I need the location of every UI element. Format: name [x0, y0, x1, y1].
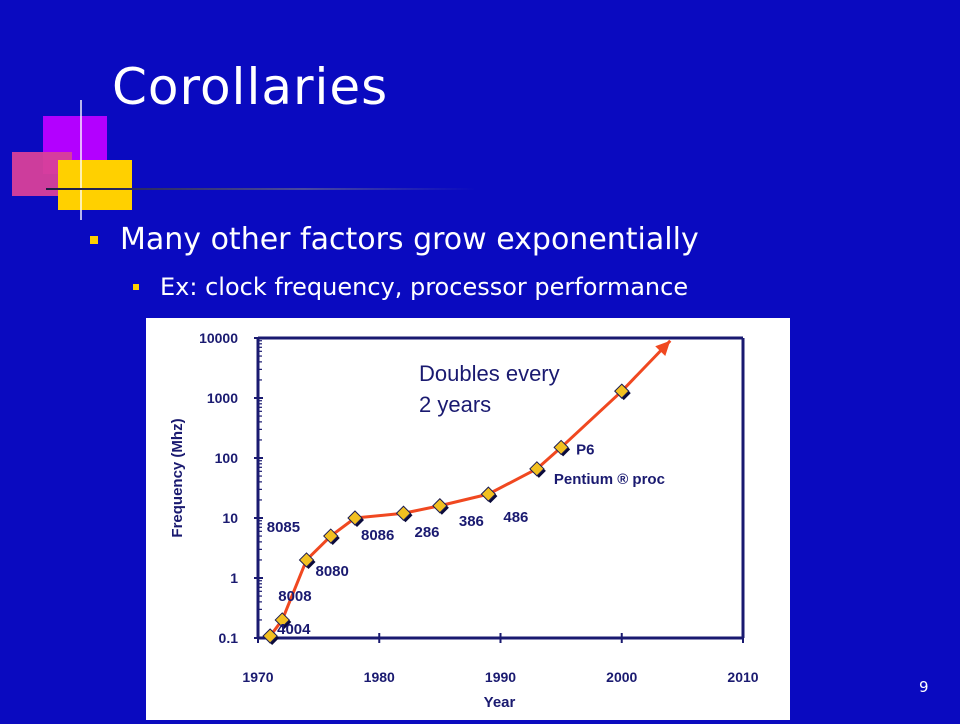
y-tick-label: 1000	[207, 390, 238, 406]
x-tick-label: 1980	[364, 669, 395, 685]
y-tick-label: 0.1	[219, 630, 239, 646]
point-label: 8086	[361, 527, 394, 544]
point-label: 4004	[277, 621, 311, 638]
decor-vertical-line	[80, 100, 82, 220]
point-label: 286	[415, 524, 440, 541]
data-point	[323, 528, 339, 544]
data-point	[347, 510, 363, 526]
decor-horizontal-line	[46, 188, 476, 190]
data-point	[529, 461, 545, 477]
y-tick-label: 100	[215, 450, 239, 466]
series-line	[268, 339, 672, 637]
point-label: Pentium ® proc	[554, 471, 665, 488]
x-tick-label: 1970	[242, 669, 273, 685]
data-point	[274, 612, 290, 628]
data-point	[553, 439, 569, 456]
point-label: P6	[576, 441, 594, 458]
x-axis-label: Year	[484, 694, 516, 711]
point-label: 8008	[278, 588, 311, 605]
data-point	[262, 628, 278, 644]
x-tick-label: 2000	[606, 669, 637, 685]
decor-yellow-square	[58, 160, 132, 210]
point-label: 386	[459, 513, 484, 530]
data-point	[432, 498, 448, 514]
x-tick-label: 1990	[485, 669, 516, 685]
trend-arrowhead	[655, 340, 671, 356]
data-point	[614, 383, 630, 399]
point-label: 486	[503, 509, 528, 526]
data-point	[395, 505, 412, 521]
x-tick-label: 2010	[727, 669, 758, 685]
bullet-primary: Many other factors grow exponentially	[120, 222, 699, 257]
y-tick-label: 10	[222, 510, 238, 526]
page-number: 9	[919, 678, 929, 696]
point-label: 8085	[267, 519, 300, 536]
chart-svg: 10000 1000 100 10 1 0.1 1970 1980 1990 2000 2010 Ye…	[169, 330, 759, 711]
bullet-marker	[90, 236, 98, 244]
annotation-text: 2 years	[419, 392, 491, 417]
y-tick-label: 1	[230, 570, 238, 586]
annotation-text: Doubles every	[419, 361, 560, 386]
bullet-marker-sub	[133, 284, 139, 290]
point-label: 8080	[316, 563, 349, 580]
y-tick-label: 10000	[199, 330, 238, 346]
slide-title: Corollaries	[112, 58, 389, 116]
y-axis-label: Frequency (Mhz)	[169, 418, 186, 537]
data-point	[298, 552, 315, 568]
bullet-secondary: Ex: clock frequency, processor performan…	[160, 273, 689, 301]
frequency-chart: 10000 1000 100 10 1 0.1 1970 1980 1990 2000 2010 Ye…	[146, 318, 790, 720]
data-point	[480, 486, 497, 502]
